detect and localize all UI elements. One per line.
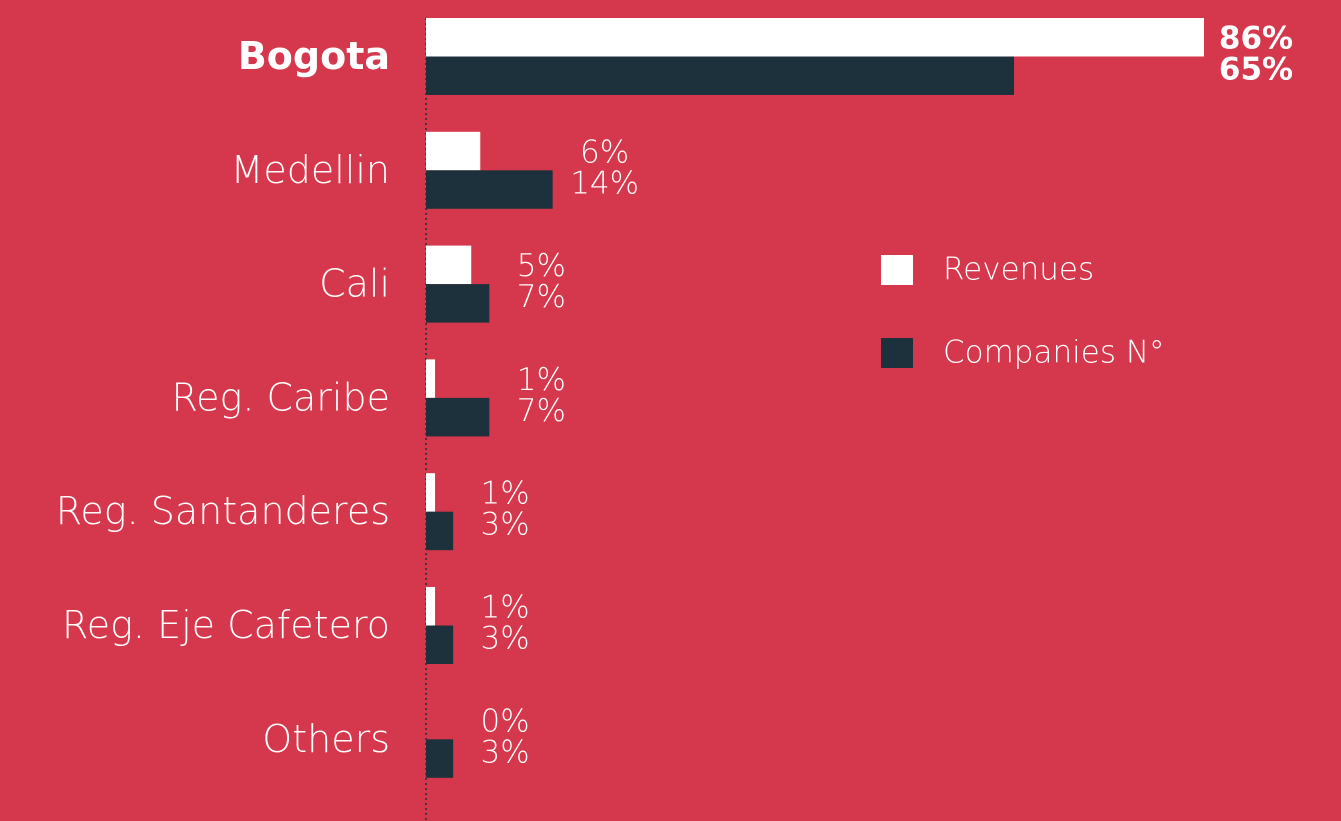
- value-label: 5%: [517, 248, 566, 284]
- value-label: 3%: [481, 621, 530, 657]
- value-label: 86%: [1219, 21, 1293, 57]
- bar: [426, 739, 454, 778]
- bar: [426, 625, 454, 664]
- bar: [426, 587, 436, 626]
- bar: [426, 245, 472, 285]
- bar: [426, 284, 490, 323]
- legend-label: Companies N°: [943, 335, 1165, 371]
- bar: [426, 473, 436, 512]
- bar: [426, 18, 1204, 57]
- category-label: Medellin: [231, 148, 390, 192]
- value-label: 7%: [517, 393, 566, 429]
- category-label: Reg. Santanderes: [56, 489, 390, 533]
- value-label: 1%: [481, 476, 530, 512]
- bar: [426, 56, 1015, 95]
- category-label: Bogota: [238, 34, 390, 78]
- value-label: 7%: [517, 279, 566, 315]
- legend-swatch: [881, 255, 913, 285]
- legend-swatch: [881, 338, 913, 368]
- value-label: 14%: [570, 165, 639, 201]
- value-label: 65%: [1219, 52, 1293, 88]
- category-label: Reg. Caribe: [171, 375, 390, 419]
- bar: [426, 131, 481, 171]
- value-label: 3%: [481, 734, 530, 770]
- value-label: 3%: [481, 507, 530, 543]
- value-label: 1%: [517, 362, 566, 398]
- bar: [426, 397, 490, 437]
- value-label: 0%: [481, 703, 530, 739]
- bar: [426, 359, 436, 398]
- category-label: Others: [262, 717, 390, 761]
- category-label: Reg. Eje Cafetero: [62, 603, 390, 647]
- bar: [426, 170, 553, 209]
- value-label: 6%: [580, 134, 629, 170]
- legend-label: Revenues: [943, 252, 1094, 288]
- category-label: Cali: [319, 262, 390, 306]
- value-label: 1%: [481, 590, 530, 626]
- bar: [426, 511, 454, 551]
